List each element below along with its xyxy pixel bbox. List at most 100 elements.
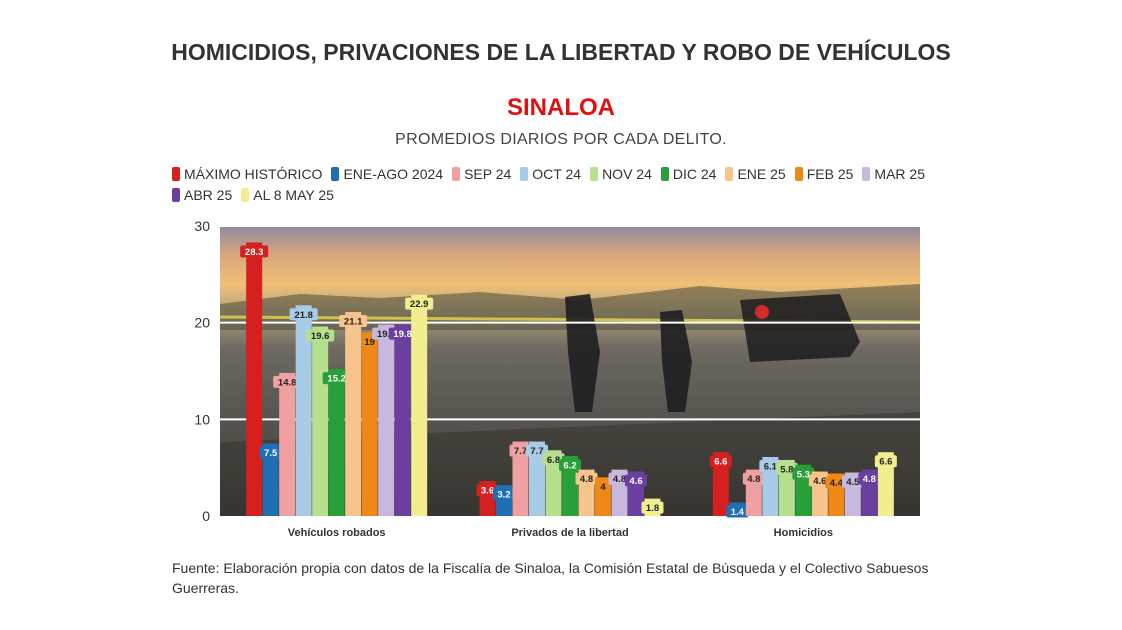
data-label: 21.8 bbox=[294, 310, 313, 321]
legend-swatch bbox=[331, 167, 340, 181]
data-label: 7.5 bbox=[264, 448, 278, 459]
legend-label: ABR 25 bbox=[184, 187, 233, 203]
data-label: 3.6 bbox=[481, 486, 494, 497]
data-label: 1.4 bbox=[731, 507, 745, 518]
data-label: 5.3 bbox=[797, 469, 810, 480]
data-label: 4.8 bbox=[580, 474, 593, 485]
data-label-bg bbox=[289, 308, 318, 321]
y-tick-label: 10 bbox=[194, 411, 210, 427]
legend-label: MÁXIMO HISTÓRICO bbox=[184, 166, 323, 182]
bar bbox=[262, 443, 279, 516]
data-label: 15.2 bbox=[327, 374, 346, 385]
legend-label: OCT 24 bbox=[532, 166, 582, 182]
legend-label: FEB 25 bbox=[806, 166, 854, 182]
legend-swatch bbox=[794, 167, 803, 181]
data-label: 6.8 bbox=[547, 455, 560, 466]
legend-swatch bbox=[452, 167, 461, 181]
bar bbox=[361, 332, 378, 516]
source-note: Fuente: Elaboración propia con datos de … bbox=[172, 560, 929, 596]
data-label-bg bbox=[598, 480, 608, 493]
legend-label: NOV 24 bbox=[602, 166, 652, 182]
data-label: 1.8 bbox=[646, 503, 659, 514]
legend-item: SEP 24 bbox=[452, 165, 511, 183]
bar bbox=[712, 452, 729, 516]
data-label: 19.8 bbox=[377, 329, 396, 340]
data-label-bg bbox=[641, 501, 664, 514]
data-label-bg bbox=[306, 329, 335, 342]
legend-label: AL 8 MAY 25 bbox=[253, 187, 334, 203]
data-label: 4.4 bbox=[830, 478, 844, 489]
data-label-bg bbox=[559, 459, 581, 472]
y-tick-label: 0 bbox=[202, 508, 210, 524]
data-label: 21.1 bbox=[344, 317, 363, 328]
bar bbox=[279, 372, 296, 516]
legend-item: ENE 25 bbox=[725, 165, 786, 183]
bar bbox=[312, 326, 329, 516]
legend-item: ABR 25 bbox=[172, 186, 232, 204]
legend-swatch bbox=[660, 167, 669, 181]
data-label: 4 bbox=[600, 482, 606, 493]
legend-item: FEB 25 bbox=[794, 165, 854, 183]
data-label-bg bbox=[388, 327, 417, 340]
data-label: 3.2 bbox=[497, 490, 510, 501]
data-label-bg bbox=[240, 245, 269, 258]
y-tick-label: 30 bbox=[194, 218, 210, 234]
legend-label: ENE 25 bbox=[737, 166, 786, 182]
data-label-bg bbox=[625, 474, 647, 487]
data-label: 4.6 bbox=[629, 476, 642, 487]
y-tick-label: 20 bbox=[194, 315, 210, 331]
bar bbox=[328, 369, 345, 516]
bar bbox=[411, 294, 428, 516]
data-label-bg bbox=[742, 472, 765, 485]
data-label-bg bbox=[526, 444, 548, 457]
legend-swatch bbox=[862, 167, 871, 181]
chart-title: HOMICIDIOS, PRIVACIONES DE LA LIBERTAD Y… bbox=[171, 39, 951, 65]
data-label-bg bbox=[575, 472, 598, 485]
bar bbox=[295, 305, 312, 516]
bar bbox=[545, 450, 562, 516]
legend-label: SEP 24 bbox=[464, 166, 512, 182]
bar bbox=[529, 441, 545, 516]
legend-swatch bbox=[725, 167, 734, 181]
data-label: 19 bbox=[364, 337, 375, 348]
x-category-label: Homicidios bbox=[774, 527, 833, 539]
legend-swatch bbox=[172, 188, 180, 202]
bar bbox=[394, 324, 411, 516]
data-label-bg bbox=[709, 455, 732, 468]
bar bbox=[378, 324, 395, 516]
legend-item: OCT 24 bbox=[520, 165, 581, 183]
data-label: 28.3 bbox=[245, 247, 264, 258]
legend-item: ENE-AGO 2024 bbox=[331, 165, 443, 183]
data-label: 4.5 bbox=[846, 477, 860, 488]
data-label-bg bbox=[405, 297, 434, 310]
data-label-bg bbox=[858, 472, 881, 485]
data-label-bg bbox=[726, 505, 749, 518]
legend-swatch bbox=[590, 167, 599, 181]
legend-item: AL 8 MAY 25 bbox=[241, 186, 334, 204]
legend-item: DIC 24 bbox=[660, 165, 717, 183]
chart-legend: MÁXIMO HISTÓRICO ENE-AGO 2024 SEP 24 OCT 24… bbox=[172, 165, 952, 204]
legend-swatch bbox=[241, 188, 250, 202]
legend-swatch bbox=[520, 167, 529, 181]
data-label-bg bbox=[874, 455, 897, 468]
x-category-label: Privados de la libertad bbox=[511, 527, 628, 539]
data-label: 4.8 bbox=[863, 474, 876, 485]
data-label-bg bbox=[493, 488, 515, 501]
data-label: 6.6 bbox=[879, 457, 892, 468]
chart-subtitle: PROMEDIOS DIARIOS POR CADA DELITO. bbox=[395, 131, 727, 148]
legend-swatch bbox=[172, 167, 180, 181]
data-label: 6.6 bbox=[714, 457, 727, 468]
data-label: 14.8 bbox=[278, 377, 297, 388]
chart-region-subtitle: SINALOA bbox=[507, 94, 615, 121]
data-label: 6.1 bbox=[764, 462, 778, 473]
bar bbox=[345, 312, 362, 516]
data-label-bg bbox=[322, 372, 351, 385]
data-label: 4.8 bbox=[613, 474, 626, 485]
bar bbox=[512, 441, 529, 516]
data-label: 4.6 bbox=[813, 476, 826, 487]
legend-label: DIC 24 bbox=[672, 166, 717, 182]
legend-item: MAR 25 bbox=[862, 165, 925, 183]
data-label: 5.8 bbox=[780, 464, 793, 475]
legend-label: ENE-AGO 2024 bbox=[343, 166, 444, 182]
